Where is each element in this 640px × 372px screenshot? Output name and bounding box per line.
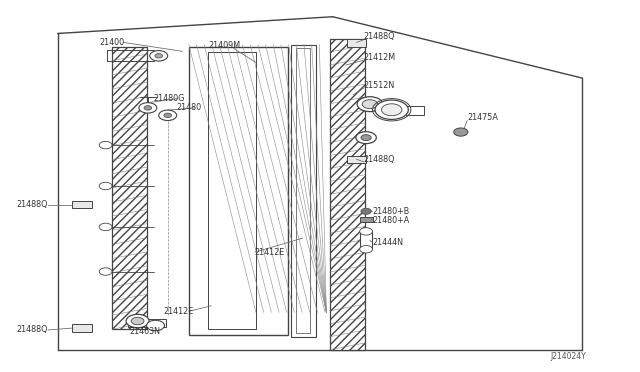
Circle shape bbox=[99, 182, 112, 190]
Bar bbox=[189, 46, 288, 335]
Circle shape bbox=[361, 135, 371, 141]
Bar bbox=[360, 217, 373, 222]
Circle shape bbox=[361, 208, 371, 214]
Text: 21488Q: 21488Q bbox=[16, 200, 47, 209]
Text: 21480+A: 21480+A bbox=[372, 216, 410, 225]
Text: 21409M: 21409M bbox=[208, 41, 240, 50]
Bar bbox=[72, 201, 92, 208]
Circle shape bbox=[126, 314, 149, 328]
Text: 21412E: 21412E bbox=[255, 248, 285, 257]
Bar bbox=[112, 46, 147, 329]
Circle shape bbox=[164, 113, 172, 118]
Circle shape bbox=[99, 141, 112, 149]
Text: 21488Q: 21488Q bbox=[364, 32, 395, 41]
Circle shape bbox=[155, 54, 163, 58]
Circle shape bbox=[454, 128, 468, 136]
Circle shape bbox=[357, 97, 383, 112]
Bar bbox=[128, 319, 166, 327]
Circle shape bbox=[159, 110, 177, 121]
Circle shape bbox=[360, 228, 372, 235]
Circle shape bbox=[150, 51, 168, 61]
Circle shape bbox=[381, 104, 402, 116]
Text: 21400: 21400 bbox=[99, 38, 124, 47]
Circle shape bbox=[139, 103, 157, 113]
Circle shape bbox=[131, 317, 144, 325]
Text: 21488Q: 21488Q bbox=[364, 155, 395, 164]
Bar bbox=[406, 106, 424, 115]
Text: 21480: 21480 bbox=[177, 103, 202, 112]
Circle shape bbox=[147, 320, 164, 331]
Text: J214024Y: J214024Y bbox=[550, 352, 586, 361]
Text: 21412M: 21412M bbox=[364, 53, 396, 62]
Bar bbox=[330, 39, 365, 350]
Circle shape bbox=[144, 106, 152, 110]
Bar bbox=[296, 48, 310, 333]
Text: 21444N: 21444N bbox=[372, 238, 403, 247]
Text: 21488Q: 21488Q bbox=[16, 326, 47, 334]
Bar bbox=[208, 52, 256, 329]
Bar bbox=[347, 155, 366, 163]
Text: 21463N: 21463N bbox=[129, 327, 160, 336]
Bar bbox=[72, 324, 92, 332]
Circle shape bbox=[99, 223, 112, 231]
Circle shape bbox=[356, 132, 376, 144]
Text: 21480G: 21480G bbox=[154, 94, 185, 103]
Bar bbox=[347, 39, 366, 47]
Circle shape bbox=[360, 246, 372, 253]
Text: 21475A: 21475A bbox=[467, 113, 498, 122]
Bar bbox=[291, 45, 316, 337]
Text: 21480+B: 21480+B bbox=[372, 207, 410, 216]
Circle shape bbox=[362, 100, 378, 109]
Circle shape bbox=[375, 100, 408, 119]
Circle shape bbox=[99, 268, 112, 275]
Text: 21512N: 21512N bbox=[364, 81, 395, 90]
Text: 21412E: 21412E bbox=[164, 307, 194, 316]
Bar bbox=[360, 231, 372, 249]
